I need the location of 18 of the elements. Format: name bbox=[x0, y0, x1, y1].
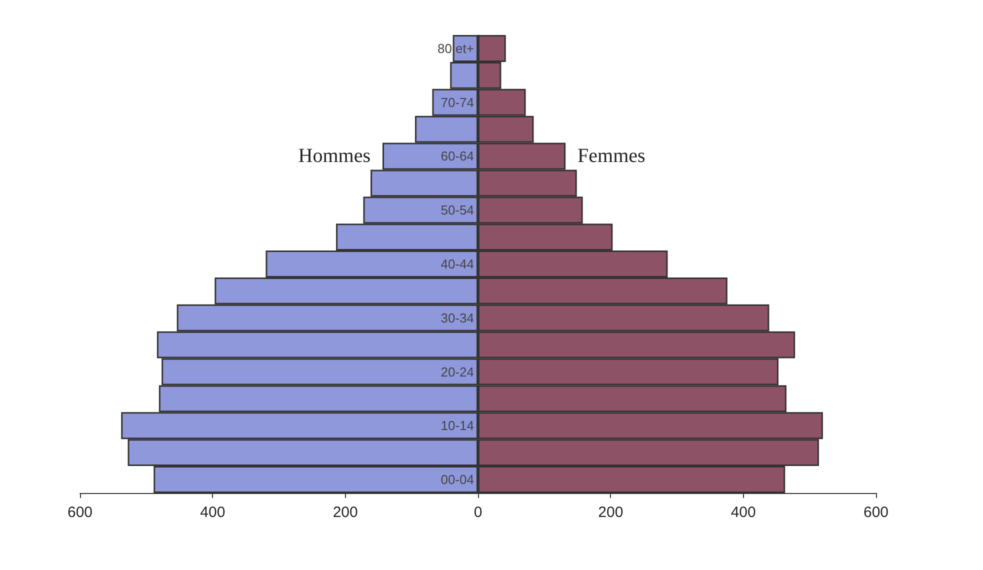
y-tick-label: 10-14 bbox=[440, 418, 474, 434]
y-tick-label: 50-54 bbox=[440, 202, 474, 218]
x-tick-label: 400 bbox=[200, 504, 226, 521]
y-tick-label: 00-04 bbox=[440, 472, 474, 488]
y-tick-label: 70-74 bbox=[440, 94, 474, 110]
series-label: Femmes bbox=[578, 145, 646, 168]
y-tick-label: 60-64 bbox=[440, 148, 474, 164]
x-tick-label: 600 bbox=[863, 504, 889, 521]
x-tick-label: 200 bbox=[598, 504, 624, 521]
y-tick-label: 30-34 bbox=[440, 310, 474, 326]
x-tick-label: 0 bbox=[474, 504, 482, 521]
x-tick-label: 200 bbox=[332, 504, 358, 521]
series-label: Hommes bbox=[298, 145, 371, 168]
y-tick-label: 20-24 bbox=[440, 364, 474, 380]
x-tick-label: 600 bbox=[67, 504, 93, 521]
y-tick-label: 40-44 bbox=[440, 256, 474, 272]
y-tick-label: 80 et+ bbox=[437, 40, 474, 56]
x-tick-label: 400 bbox=[730, 504, 756, 521]
